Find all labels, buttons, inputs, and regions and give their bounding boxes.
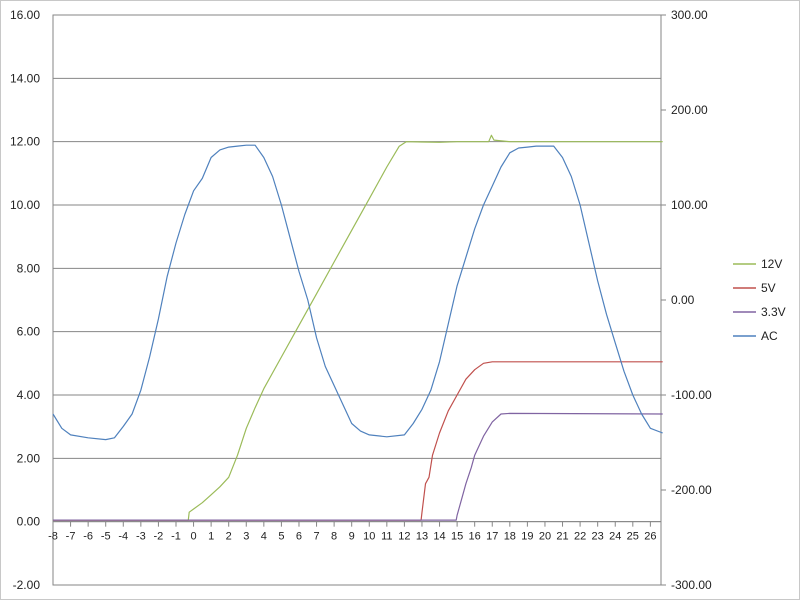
legend-label: 12V [761, 257, 782, 271]
series-line-3-3v [53, 412, 663, 521]
x-tick-label: 18 [504, 531, 516, 543]
y-tick-label: 16.00 [10, 8, 40, 22]
y2-tick-label: -300.00 [671, 578, 712, 592]
x-tick-label: 12 [398, 531, 410, 543]
legend-label: 3.3V [761, 305, 786, 319]
x-tick-label: 3 [243, 531, 249, 543]
x-tick-label: 19 [521, 531, 533, 543]
x-tick-label: 14 [433, 531, 445, 543]
x-tick-label: 26 [644, 531, 656, 543]
y-tick-label: 14.00 [10, 71, 40, 85]
x-tick-label: -4 [118, 531, 128, 543]
x-tick-label: 9 [349, 531, 355, 543]
y-axis-left: -2.00 0.00 2.00 4.00 6.00 8.00 10.00 12.00 14.00… [10, 8, 40, 592]
y2-tick-label: 200.00 [671, 103, 708, 117]
x-tick-label: 4 [261, 531, 267, 543]
x-tick-label: -2 [154, 531, 164, 543]
y-tick-label: 6.00 [17, 325, 41, 339]
x-tick-label: -8 [48, 531, 58, 543]
y2-tick-label: -100.00 [671, 388, 712, 402]
x-tick-label: -7 [66, 531, 76, 543]
x-tick-label: -3 [136, 531, 146, 543]
x-tick-label: 5 [278, 531, 284, 543]
series-line-5v [53, 361, 663, 521]
x-tick-label: 22 [574, 531, 586, 543]
x-tick-label: 10 [363, 531, 375, 543]
x-tick-label: 2 [226, 531, 232, 543]
y-tick-label: 12.00 [10, 135, 40, 149]
y-tick-label: 2.00 [17, 451, 41, 465]
x-tick-label: 7 [313, 531, 319, 543]
y-tick-label: 4.00 [17, 388, 41, 402]
x-tick-label: 16 [469, 531, 481, 543]
y2-tick-label: 100.00 [671, 198, 708, 212]
x-tick-label: -5 [101, 531, 111, 543]
y2-tick-label: -200.00 [671, 483, 712, 497]
x-tick-label: 15 [451, 531, 463, 543]
x-tick-label: 17 [486, 531, 498, 543]
series-group [52, 134, 663, 521]
series-line-12v [53, 134, 663, 521]
x-tick-label: 11 [381, 531, 392, 543]
x-tick-label: 6 [296, 531, 302, 543]
x-tick-label: 0 [190, 531, 196, 543]
x-tick-label: 1 [208, 531, 214, 543]
x-tick-label: 23 [592, 531, 604, 543]
x-tick-label: 21 [556, 531, 568, 543]
legend-label: AC [761, 329, 778, 343]
y-tick-label: 0.00 [17, 515, 41, 529]
x-axis: -8 -7 -6 -5 -4 -3 -2 -1 0 1 2 3 4 5 6 7 8 9 10 11 12 13 14 15 16… [48, 521, 661, 543]
y-axis-right: -300.00 -200.00 -100.00 0.00 100.00 200.00 300… [661, 8, 712, 592]
x-tick-label: -6 [83, 531, 93, 543]
legend-label: 5V [761, 281, 776, 295]
x-tick-label: 25 [627, 531, 639, 543]
legend: 12V 5V 3.3V AC [733, 257, 786, 343]
y-tick-label: -2.00 [13, 578, 41, 592]
x-tick-label: 20 [539, 531, 551, 543]
y-tick-label: 10.00 [10, 198, 40, 212]
x-tick-label: 13 [416, 531, 428, 543]
series-line-ac [52, 144, 663, 441]
x-tick-label: 8 [331, 531, 337, 543]
y2-tick-label: 300.00 [671, 8, 708, 22]
x-tick-label: -1 [171, 531, 181, 543]
x-tick-label: 24 [609, 531, 621, 543]
y2-tick-label: 0.00 [671, 293, 695, 307]
y-tick-label: 8.00 [17, 261, 41, 275]
